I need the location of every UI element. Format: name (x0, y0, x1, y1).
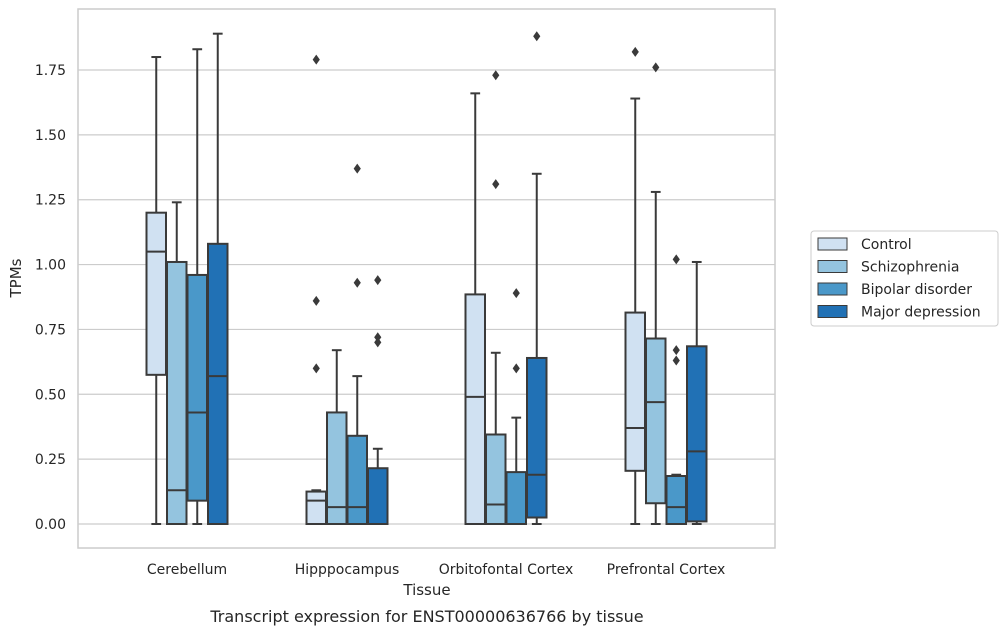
outlier-point (374, 332, 382, 343)
box-control (624, 46, 646, 525)
outlier-point (512, 288, 520, 299)
box-control (464, 92, 486, 525)
y-tick-label: 0.50 (35, 387, 66, 403)
box-body (145, 211, 167, 376)
legend-label: Major depression (861, 305, 981, 321)
box-body (645, 337, 667, 505)
box-body (346, 434, 368, 525)
y-tick-label: 0.00 (35, 517, 66, 533)
box-body (665, 475, 687, 525)
outlier-point (374, 337, 382, 348)
outlier-point (492, 70, 500, 81)
legend-frame (810, 230, 999, 327)
outlier-point (672, 254, 680, 265)
outlier-point (312, 54, 320, 65)
box-body (526, 356, 548, 519)
box-body (624, 311, 646, 472)
figure-caption: Transcript expression for ENST0000063676… (209, 607, 643, 626)
box-bipolar-disorder (186, 48, 208, 525)
box-major-depression (367, 275, 389, 526)
y-tick-label: 1.25 (35, 193, 66, 209)
outlier-point (672, 355, 680, 366)
legend-label: Control (861, 237, 912, 253)
outlier-point (312, 363, 320, 374)
outlier-point (312, 295, 320, 306)
box-body (464, 293, 486, 525)
outlier-point (492, 179, 500, 190)
y-tick-label: 1.50 (35, 128, 66, 144)
box-body (305, 490, 327, 526)
legend-label: Bipolar disorder (861, 282, 972, 298)
box-bipolar-disorder (665, 254, 687, 525)
box-major-depression (686, 260, 708, 525)
x-tick-label: Cerebellum (147, 562, 227, 578)
y-tick-label: 1.75 (35, 63, 66, 79)
box-major-depression (526, 31, 548, 525)
legend-swatch (817, 237, 848, 251)
y-tick-label: 1.00 (35, 258, 66, 274)
outlier-point (374, 275, 382, 286)
box-body (207, 242, 229, 525)
y-axis-label: TPMs (7, 258, 25, 298)
legend-swatch (817, 305, 848, 318)
y-tick-label: 0.75 (35, 322, 66, 338)
x-tick-label: Hipppocampus (295, 562, 400, 578)
box-body (485, 433, 507, 525)
box-body (186, 273, 208, 502)
y-tick-labels: 0.00 0.25 0.50 0.75 1.00 1.25 1.50 1.75 (35, 63, 66, 533)
box-body (686, 345, 708, 523)
legend: Control Schizophrenia Bipolar disorder Majo… (810, 230, 999, 327)
outlier-point (631, 46, 639, 57)
x-axis-label: Tissue (402, 581, 450, 599)
plot-boxes (145, 31, 708, 526)
x-tick-label: Prefrontal Cortex (607, 562, 726, 578)
box-schizophrenia (645, 62, 667, 525)
box-body (367, 467, 389, 526)
x-tick-label: Orbitofontal Cortex (439, 562, 574, 578)
legend-swatch (817, 260, 848, 273)
legend-label: Schizophrenia (861, 260, 959, 276)
box-control (305, 54, 327, 526)
outlier-point (353, 277, 361, 288)
outlier-point (512, 363, 520, 374)
outlier-point (533, 31, 541, 42)
box-bipolar-disorder (505, 288, 527, 526)
y-tick-label: 0.25 (35, 452, 66, 468)
box-body (505, 471, 527, 526)
box-major-depression (207, 32, 229, 525)
x-tick-labels: Cerebellum Hipppocampus Orbitofontal Corte… (147, 562, 725, 578)
legend-swatch (817, 282, 848, 296)
box-control (145, 56, 167, 525)
outlier-point (652, 62, 660, 73)
outlier-point (353, 163, 361, 174)
box-body (166, 260, 188, 525)
outlier-point (672, 345, 680, 356)
plot-frame (77, 8, 776, 549)
